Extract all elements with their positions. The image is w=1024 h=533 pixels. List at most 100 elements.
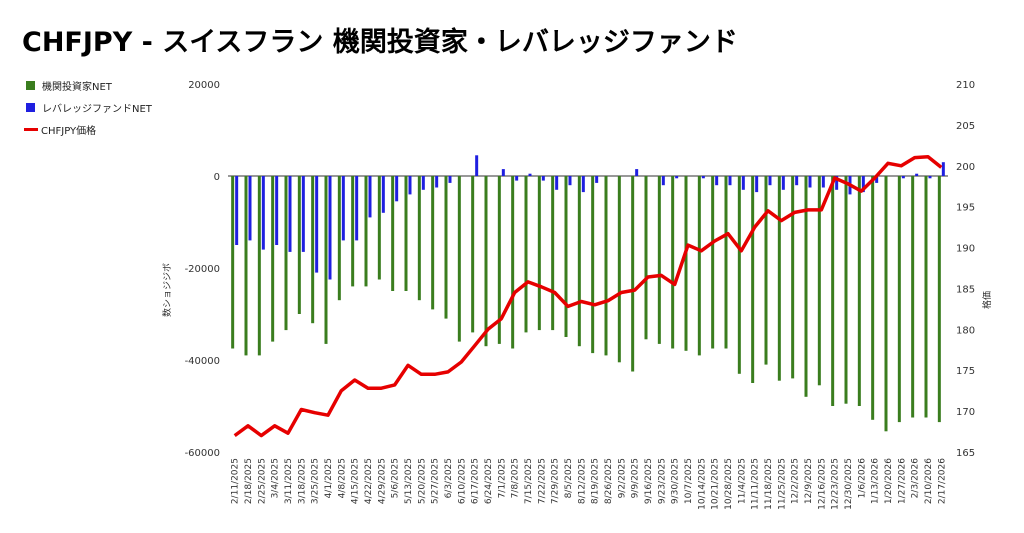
bar-leveraged (861, 176, 865, 193)
bar-institutional (657, 176, 661, 344)
x-tick-label: 4/29/2025 (377, 458, 387, 504)
bar-leveraged (581, 176, 585, 193)
bar-leveraged (315, 176, 319, 273)
x-tick-label: 5/20/2025 (417, 458, 427, 504)
x-tick-label: 8/19/2025 (591, 458, 601, 504)
bar-institutional (271, 176, 275, 342)
x-tick-label: 6/17/2025 (471, 458, 481, 504)
x-tick-label: 10/21/2025 (711, 458, 721, 510)
legend-item-price: CHFJPY価格 (24, 120, 152, 138)
legend-swatch-leveraged (26, 102, 35, 112)
x-tick-label: 7/8/2025 (511, 458, 521, 498)
bar-institutional (391, 176, 395, 291)
bar-institutional (377, 176, 381, 280)
bar-institutional (604, 176, 608, 356)
chart-legend: 機関投資家NET レバレッジファンドNET CHFJPY価格 (24, 76, 152, 142)
y-tick-label: 20000 (188, 80, 220, 91)
bar-institutional (804, 176, 808, 397)
y2-tick-label: 175 (956, 366, 975, 377)
x-tick-label: 10/14/2025 (697, 458, 707, 510)
y2-tick-label: 185 (956, 284, 975, 295)
x-tick-label: 7/15/2025 (524, 458, 534, 504)
bar-leveraged (235, 176, 239, 245)
x-tick-label: 11/4/2025 (737, 458, 747, 504)
bar-leveraged (675, 176, 679, 179)
x-tick-label: 7/22/2025 (537, 458, 547, 504)
bar-institutional (697, 176, 701, 356)
x-tick-label: 6/3/2025 (444, 458, 454, 498)
bar-institutional (737, 176, 741, 374)
bar-leveraged (395, 176, 399, 202)
bar-institutional (457, 176, 461, 342)
bar-institutional (364, 176, 368, 287)
bar-institutional (711, 176, 715, 349)
bar-institutional (671, 176, 675, 349)
bar-institutional (471, 176, 475, 333)
x-tick-label: 2/10/2026 (924, 458, 934, 504)
x-tick-label: 9/9/2025 (631, 458, 641, 498)
x-tick-label: 5/6/2025 (391, 458, 401, 498)
bar-leveraged (288, 176, 292, 252)
x-tick-label: 8/12/2025 (577, 458, 587, 504)
bar-institutional (857, 176, 861, 406)
bar-institutional (244, 176, 248, 356)
bar-institutional (231, 176, 235, 349)
bar-institutional (844, 176, 848, 404)
x-tick-label: 5/27/2025 (431, 458, 441, 504)
y2-tick-label: 170 (956, 407, 975, 418)
x-tick-label: 1/13/2026 (871, 458, 881, 504)
x-tick-label: 11/11/2025 (751, 458, 761, 510)
bar-leveraged (755, 176, 759, 193)
x-tick-label: 2/25/2025 (257, 458, 267, 504)
bar-institutional (871, 176, 875, 420)
bar-leveraged (901, 176, 905, 179)
bar-institutional (831, 176, 835, 406)
bar-institutional (591, 176, 595, 354)
x-tick-label: 1/27/2026 (897, 458, 907, 504)
bar-leveraged (741, 176, 745, 190)
x-tick-label: 11/18/2025 (764, 458, 774, 510)
x-tick-label: 3/25/2025 (311, 458, 321, 504)
bar-leveraged (768, 176, 772, 186)
y2-tick-label: 165 (956, 448, 975, 459)
y2-tick-label: 190 (956, 244, 975, 255)
x-tick-label: 10/28/2025 (724, 458, 734, 510)
bar-institutional (791, 176, 795, 379)
x-tick-label: 4/22/2025 (364, 458, 374, 504)
bar-institutional (257, 176, 261, 356)
bar-leveraged (475, 155, 479, 176)
x-tick-label: 4/8/2025 (337, 458, 347, 498)
bar-leveraged (795, 176, 799, 186)
bar-leveraged (835, 176, 839, 190)
x-tick-label: 12/9/2025 (804, 458, 814, 504)
bar-institutional (351, 176, 355, 287)
x-tick-label: 8/26/2025 (604, 458, 614, 504)
x-tick-label: 4/15/2025 (351, 458, 361, 504)
x-tick-label: 9/30/2025 (671, 458, 681, 504)
bar-leveraged (928, 176, 932, 179)
bar-institutional (817, 176, 821, 386)
x-tick-label: 6/24/2025 (484, 458, 494, 504)
bar-leveraged (368, 176, 372, 218)
bar-institutional (564, 176, 568, 337)
bar-leveraged (328, 176, 332, 280)
bar-institutional (444, 176, 448, 319)
legend-label-institutional: 機関投資家NET (42, 81, 112, 93)
y-tick-label: -20000 (185, 264, 220, 275)
x-tick-label: 2/18/2025 (244, 458, 254, 504)
bar-institutional (577, 176, 581, 347)
x-tick-label: 8/5/2025 (564, 458, 574, 498)
x-tick-label: 2/11/2025 (231, 458, 241, 504)
bar-institutional (431, 176, 435, 310)
x-tick-label: 3/18/2025 (297, 458, 307, 504)
bar-leveraged (275, 176, 279, 245)
bar-institutional (511, 176, 515, 349)
bar-leveraged (435, 176, 439, 188)
x-tick-label: 3/4/2025 (271, 458, 281, 498)
bar-institutional (684, 176, 688, 351)
bar-leveraged (781, 176, 785, 190)
x-tick-label: 10/7/2025 (684, 458, 694, 504)
bar-leveraged (661, 176, 665, 186)
y2-tick-label: 205 (956, 121, 975, 132)
bar-leveraged (941, 162, 945, 176)
